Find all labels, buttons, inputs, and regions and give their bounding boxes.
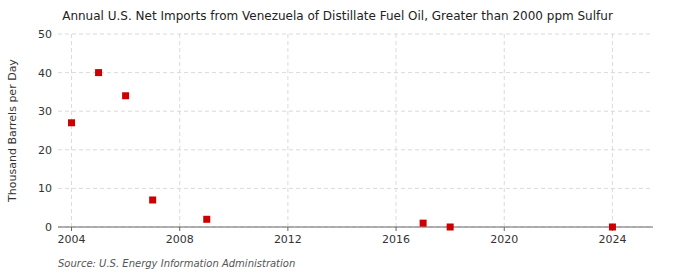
point xyxy=(122,92,129,99)
y-axis: 0 10 20 30 40 50 xyxy=(38,28,52,234)
x-grid-line xyxy=(504,34,505,227)
y-grid-line xyxy=(58,72,653,73)
chart-container: Annual U.S. Net Imports from Venezuela o… xyxy=(0,0,675,275)
chart: Annual U.S. Net Imports from Venezuela o… xyxy=(0,0,675,275)
y-grid-line xyxy=(58,111,653,112)
y-grid-line xyxy=(58,227,653,228)
x-grid-line xyxy=(287,34,288,227)
y-grid-line xyxy=(58,149,653,150)
source-note: Source: U.S. Energy Information Administ… xyxy=(58,258,295,269)
point xyxy=(68,119,75,126)
x-tick-label: 2004 xyxy=(58,233,86,246)
x-grid-line xyxy=(612,34,613,227)
x-tick-label: 2024 xyxy=(598,233,626,246)
y-tick-label: 30 xyxy=(38,105,52,118)
x-grid-line xyxy=(179,34,180,227)
x-tick-label: 2020 xyxy=(490,233,518,246)
title: Annual U.S. Net Imports from Venezuela o… xyxy=(62,9,613,23)
point xyxy=(609,224,616,231)
page: {"chart_data": {"type": "scatter", "titl… xyxy=(0,0,675,275)
x-axis: 2004 2008 2012 2016 2020 2024 xyxy=(58,227,627,246)
y-grid-line xyxy=(58,188,653,189)
y-tick-label: 0 xyxy=(45,221,52,234)
y-tick-label: 50 xyxy=(38,28,52,41)
x-tick xyxy=(179,227,180,231)
point xyxy=(447,224,454,231)
y-axis-label: Thousand Barrels per Day xyxy=(6,59,19,203)
y-tick-label: 10 xyxy=(38,182,52,195)
grid xyxy=(58,34,653,227)
y-tick-label: 40 xyxy=(38,67,52,80)
x-tick-label: 2008 xyxy=(166,233,194,246)
y-grid-line xyxy=(58,34,653,35)
point xyxy=(420,220,427,227)
point xyxy=(95,69,102,76)
x-grid-line xyxy=(71,34,72,227)
x-tick xyxy=(504,227,505,231)
points xyxy=(68,69,616,230)
point xyxy=(203,216,210,223)
x-axis-line xyxy=(58,227,653,228)
point xyxy=(149,196,156,203)
x-tick-label: 2016 xyxy=(382,233,410,246)
x-grid-line xyxy=(396,34,397,227)
x-tick xyxy=(287,227,288,231)
x-tick xyxy=(396,227,397,231)
y-tick-label: 20 xyxy=(38,144,52,157)
x-tick-label: 2012 xyxy=(274,233,302,246)
x-tick xyxy=(71,227,72,231)
